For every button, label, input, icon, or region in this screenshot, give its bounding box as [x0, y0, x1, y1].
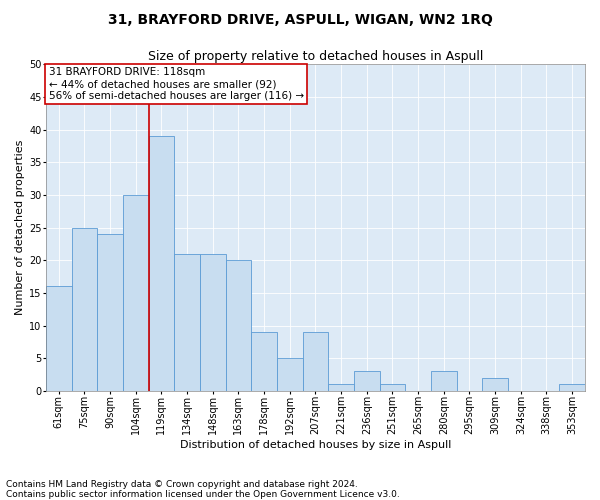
- Bar: [354, 372, 380, 391]
- X-axis label: Distribution of detached houses by size in Aspull: Distribution of detached houses by size …: [180, 440, 451, 450]
- Bar: [559, 384, 585, 391]
- Bar: [97, 234, 123, 391]
- Bar: [380, 384, 405, 391]
- Bar: [302, 332, 328, 391]
- Bar: [482, 378, 508, 391]
- Bar: [226, 260, 251, 391]
- Bar: [123, 195, 149, 391]
- Bar: [174, 254, 200, 391]
- Bar: [200, 254, 226, 391]
- Bar: [277, 358, 302, 391]
- Text: 31 BRAYFORD DRIVE: 118sqm
← 44% of detached houses are smaller (92)
56% of semi-: 31 BRAYFORD DRIVE: 118sqm ← 44% of detac…: [49, 68, 304, 100]
- Bar: [328, 384, 354, 391]
- Bar: [46, 286, 71, 391]
- Bar: [431, 372, 457, 391]
- Bar: [149, 136, 174, 391]
- Y-axis label: Number of detached properties: Number of detached properties: [15, 140, 25, 315]
- Bar: [251, 332, 277, 391]
- Bar: [71, 228, 97, 391]
- Title: Size of property relative to detached houses in Aspull: Size of property relative to detached ho…: [148, 50, 483, 63]
- Text: 31, BRAYFORD DRIVE, ASPULL, WIGAN, WN2 1RQ: 31, BRAYFORD DRIVE, ASPULL, WIGAN, WN2 1…: [107, 12, 493, 26]
- Text: Contains HM Land Registry data © Crown copyright and database right 2024.
Contai: Contains HM Land Registry data © Crown c…: [6, 480, 400, 499]
